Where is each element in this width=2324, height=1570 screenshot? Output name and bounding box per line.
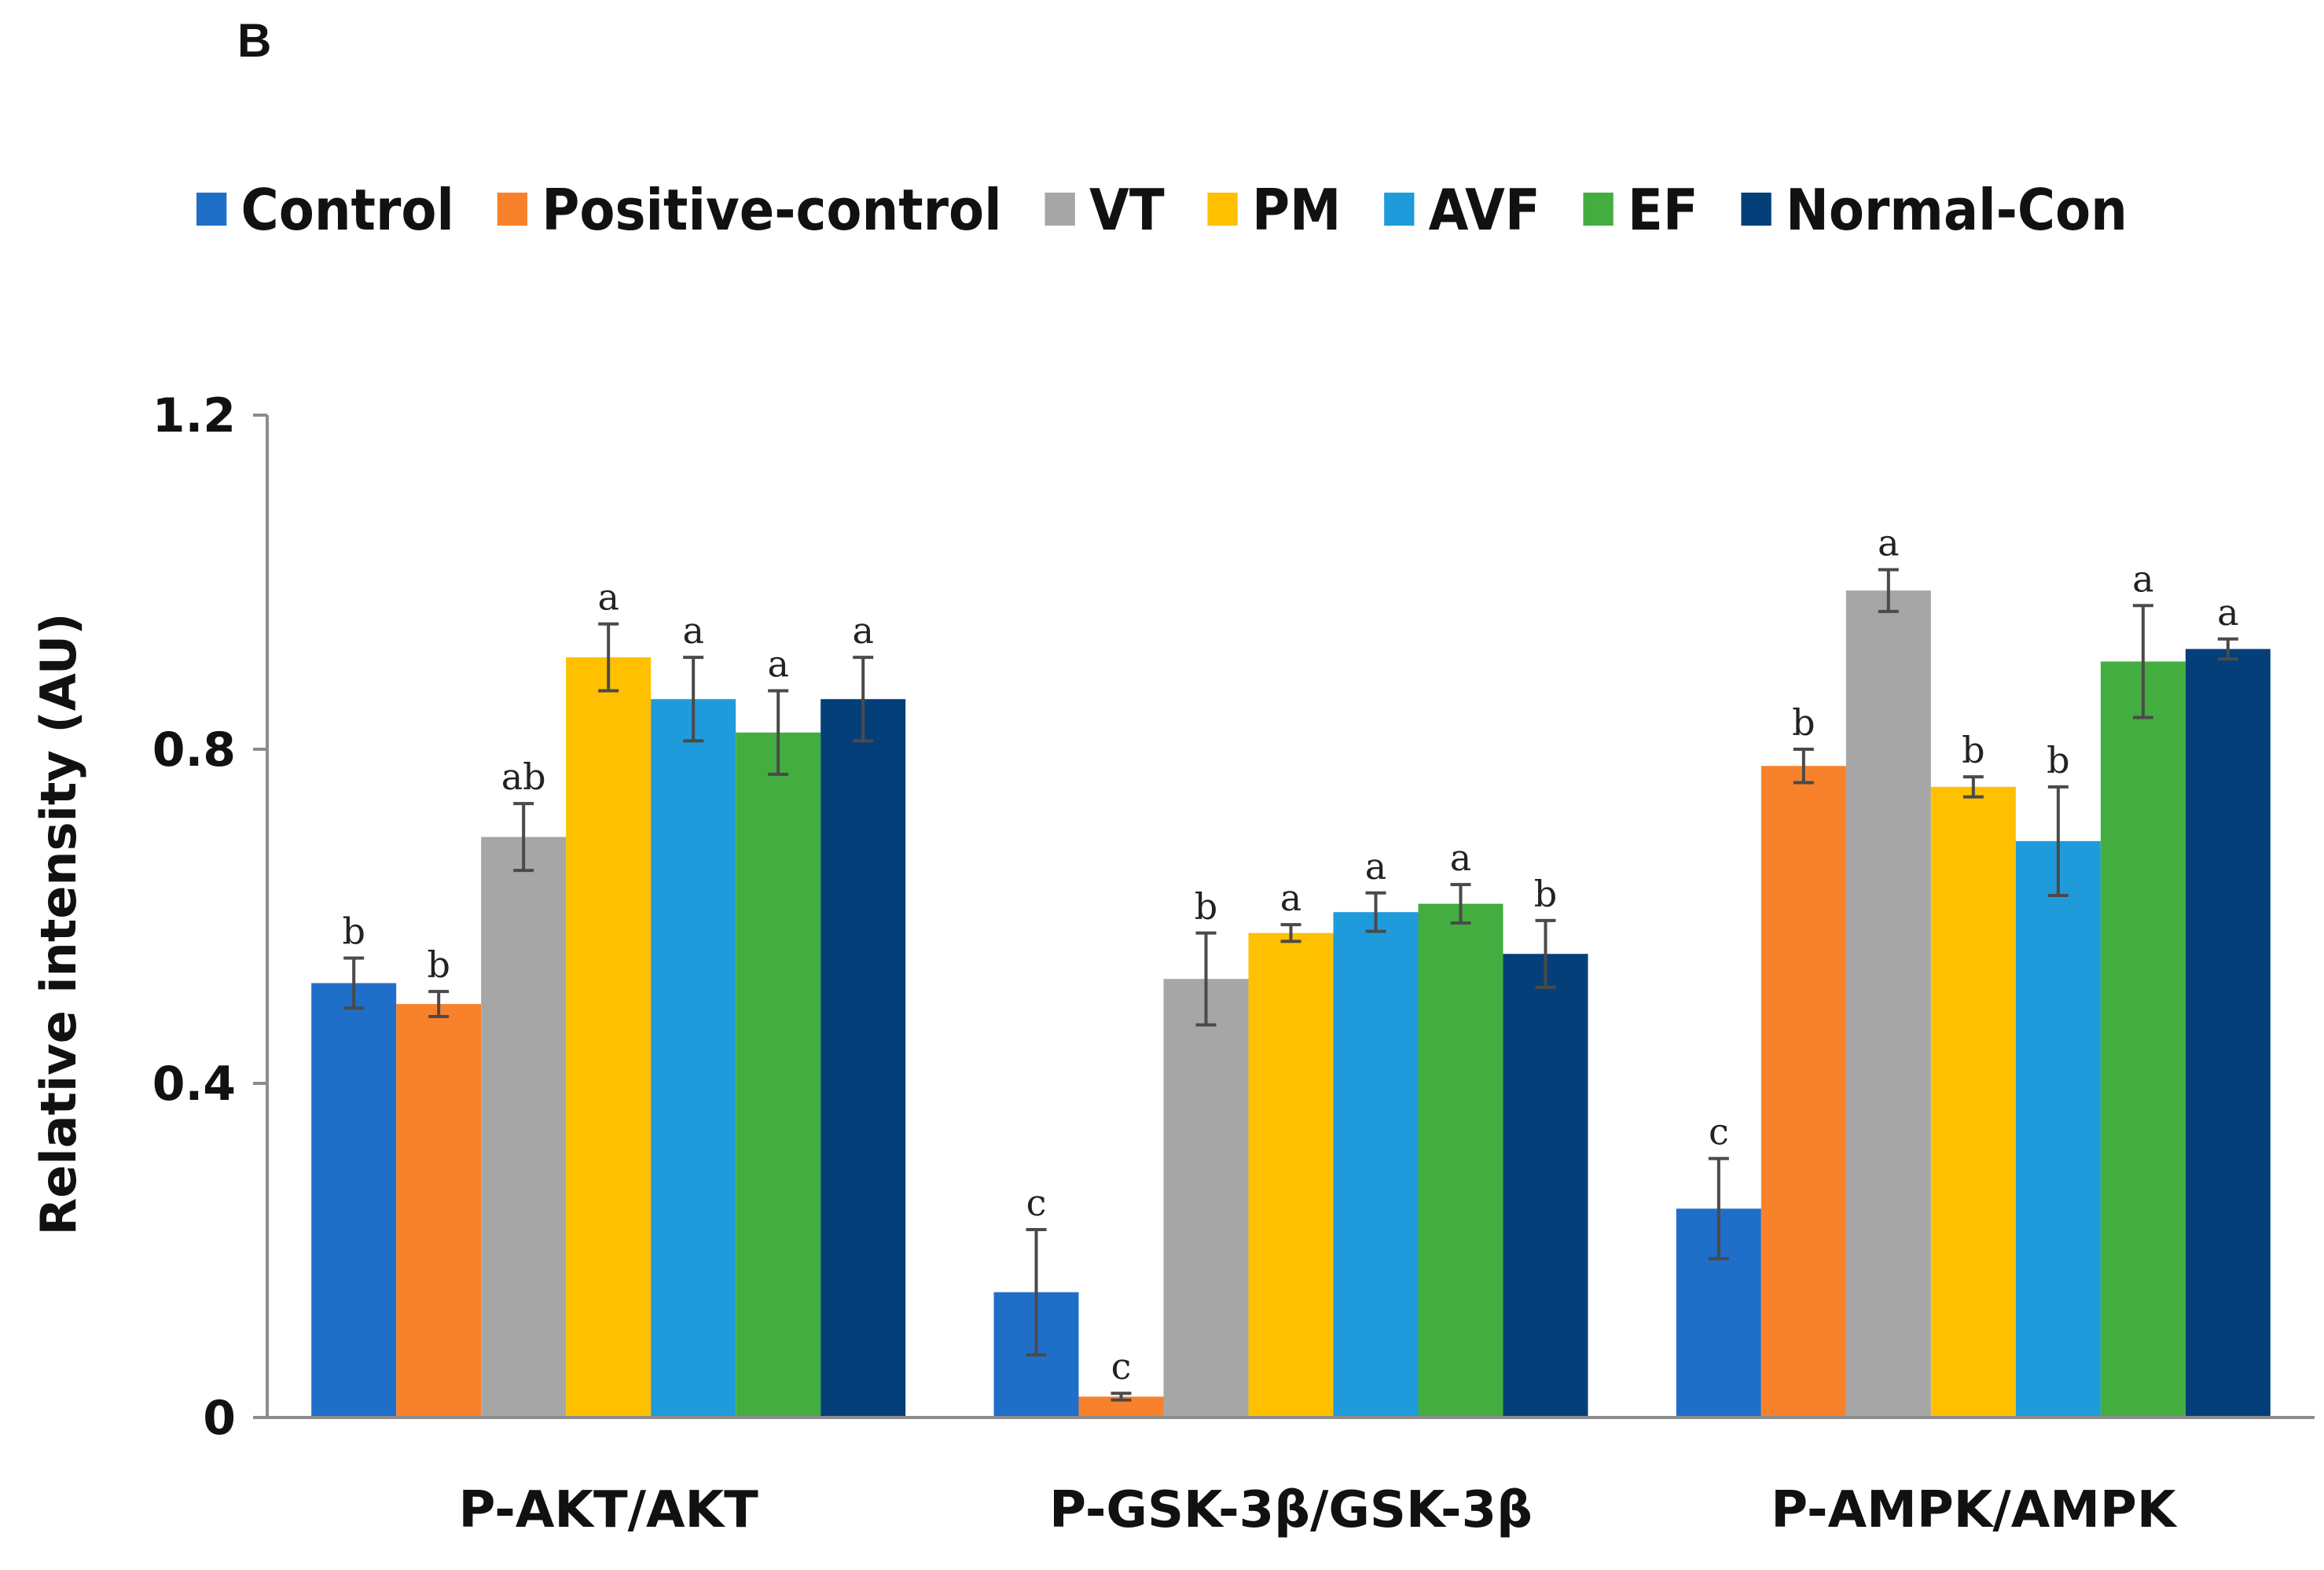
significance-label: a [597, 576, 619, 619]
legend-label: Normal-Con [1786, 178, 2128, 244]
significance-label: c [1111, 1345, 1132, 1388]
axes-group [266, 415, 2315, 1419]
bars-group [311, 590, 2271, 1417]
bar-pm-3 [1930, 786, 2016, 1417]
bar-ef-3 [2100, 661, 2186, 1417]
y-tick-label: 1.2 [152, 388, 236, 443]
y-tick-label: 0.4 [152, 1057, 236, 1112]
legend-label: AVF [1429, 178, 1540, 244]
bar-normal-con-3 [2185, 649, 2271, 1417]
legend-swatch [1741, 193, 1771, 226]
significance-label: a [852, 609, 873, 652]
significance-label: a [1878, 522, 1899, 564]
legend-swatch [1384, 193, 1415, 226]
significance-label: b [1534, 873, 1557, 915]
error-bars-group [343, 568, 2238, 1402]
y-tick-label: 0 [203, 1391, 236, 1446]
legend: Control Positive-control VT PM AVF EF Normal-C… [196, 178, 2128, 244]
bar-positive-control-1 [396, 1004, 482, 1417]
y-ticks-group: 0 0.4 0.8 1.2 [152, 388, 267, 1446]
significance-label: c [1026, 1182, 1047, 1224]
significance-label: ab [501, 756, 546, 798]
y-axis-title: Relative intensity (AU) [30, 613, 87, 1236]
significance-label: a [1450, 836, 1471, 879]
bar-pm-2 [1248, 932, 1334, 1417]
significance-label: a [1280, 877, 1302, 919]
bar-normal-con-2 [1503, 954, 1588, 1417]
significance-label: a [1365, 845, 1386, 888]
legend-item: Positive-control [497, 178, 1002, 244]
significance-label: b [1195, 885, 1217, 928]
x-category-labels-group: P-AKT/AKT P-GSK-3β/GSK-3β P-AMPK/AMPK [459, 1481, 2178, 1539]
bar-pm-1 [566, 657, 652, 1417]
bar-ef-1 [736, 732, 821, 1417]
bar-vt-2 [1163, 979, 1249, 1417]
bar-ef-2 [1418, 903, 1503, 1417]
legend-label: Control [241, 178, 454, 244]
x-category-label: P-AKT/AKT [459, 1481, 759, 1539]
x-category-label: P-AMPK/AMPK [1771, 1481, 2178, 1539]
legend-label: PM [1252, 178, 1341, 244]
significance-label: a [2132, 557, 2153, 600]
significance-label: b [1792, 701, 1815, 744]
y-tick-label: 0.8 [152, 722, 236, 778]
significance-label: a [682, 609, 703, 652]
significance-label: a [767, 643, 788, 686]
legend-swatch [1045, 193, 1075, 226]
x-category-label: P-GSK-3β/GSK-3β [1049, 1481, 1533, 1539]
bar-avf-3 [2015, 840, 2101, 1417]
significance-label: a [2217, 591, 2238, 634]
significance-label: b [2047, 739, 2069, 781]
significance-label: b [1962, 729, 1984, 771]
bar-positive-control-3 [1760, 766, 1846, 1417]
significance-label: c [1709, 1111, 1729, 1153]
legend-item: Control [196, 178, 454, 244]
legend-item: AVF [1384, 178, 1540, 244]
legend-swatch [196, 193, 227, 226]
bar-normal-con-1 [821, 699, 906, 1417]
legend-label: EF [1628, 178, 1698, 244]
bar-avf-1 [651, 699, 736, 1417]
legend-label: Positive-control [542, 178, 1001, 244]
bar-vt-3 [1845, 590, 1931, 1417]
bar-control-1 [311, 983, 397, 1417]
significance-label: b [427, 943, 450, 986]
bar-avf-2 [1333, 912, 1419, 1417]
panel-label: B [237, 14, 271, 67]
legend-label: VT [1089, 178, 1165, 244]
legend-item: EF [1583, 178, 1698, 244]
legend-item: Normal-Con [1741, 178, 2128, 244]
legend-swatch [1207, 193, 1238, 226]
bar-vt-1 [481, 836, 567, 1417]
legend-swatch [1583, 193, 1614, 226]
legend-swatch [497, 193, 528, 226]
legend-item: VT [1045, 178, 1165, 244]
legend-item: PM [1207, 178, 1341, 244]
significance-label: b [342, 910, 365, 953]
